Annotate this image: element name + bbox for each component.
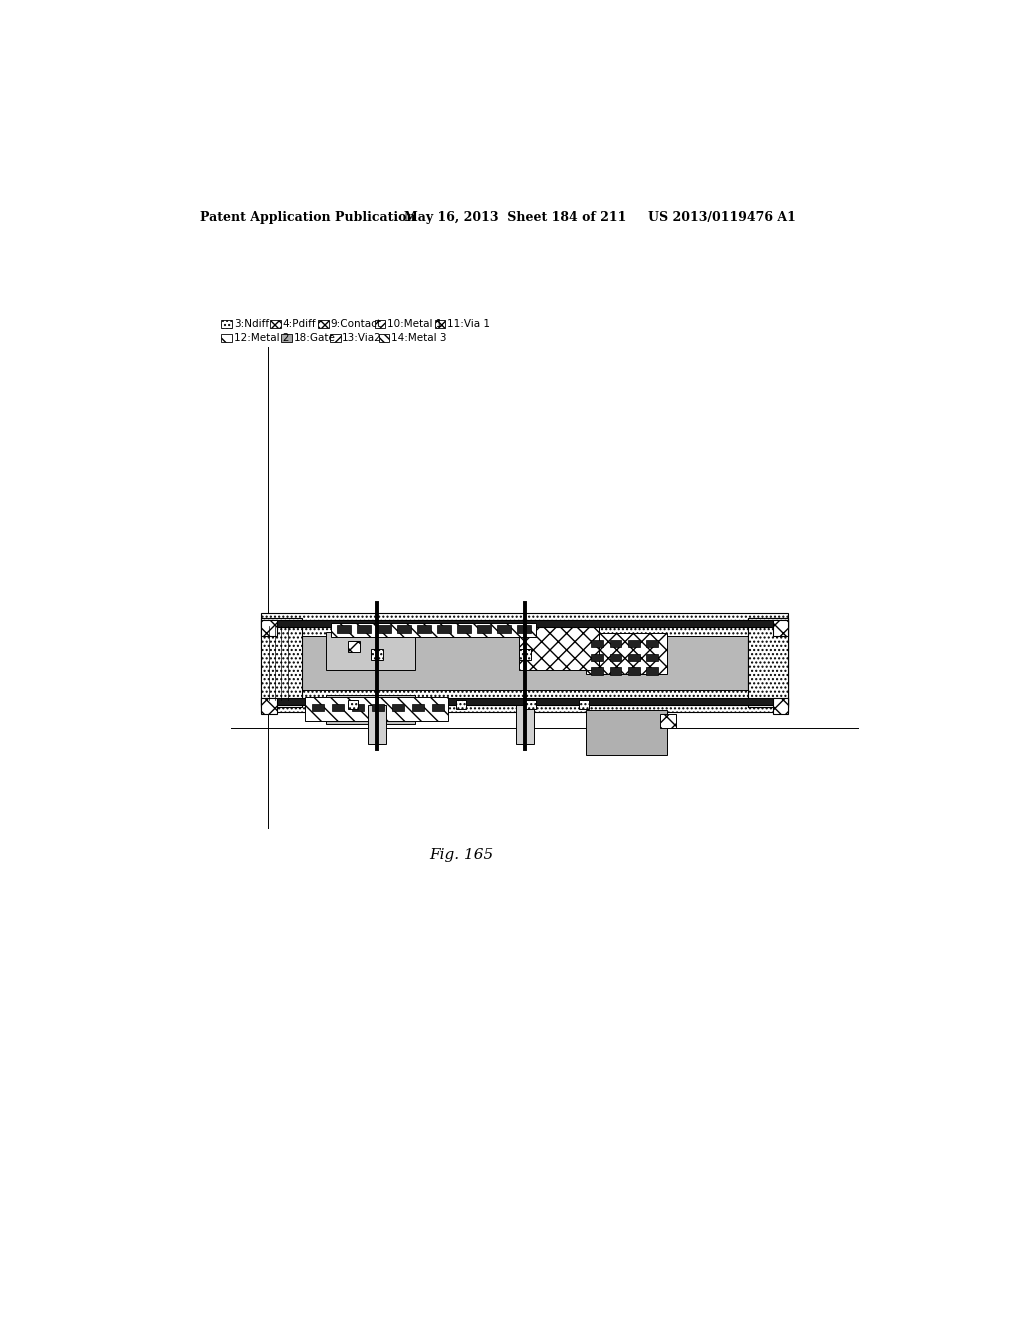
Bar	[357, 626, 371, 632]
Bar	[412, 704, 424, 711]
Bar	[609, 653, 621, 661]
Bar	[517, 626, 531, 632]
Bar	[587, 710, 668, 755]
Bar	[437, 626, 451, 632]
Bar	[351, 704, 364, 711]
Bar	[330, 334, 341, 342]
Bar	[591, 668, 602, 675]
Bar	[628, 653, 640, 661]
Bar	[326, 696, 416, 725]
Bar	[609, 668, 621, 675]
Bar	[270, 321, 281, 327]
Bar	[371, 649, 383, 660]
Bar	[773, 620, 788, 636]
Bar	[587, 634, 668, 673]
Bar	[379, 334, 389, 342]
Text: 13:Via2: 13:Via2	[342, 333, 382, 343]
Bar	[368, 705, 386, 743]
Text: 18:Gate: 18:Gate	[294, 333, 336, 343]
Bar	[497, 626, 511, 632]
Text: Patent Application Publication: Patent Application Publication	[200, 211, 416, 224]
Bar	[457, 626, 471, 632]
Bar	[773, 698, 788, 714]
Bar	[261, 618, 301, 708]
Bar	[432, 704, 444, 711]
Bar	[391, 704, 403, 711]
Bar	[348, 700, 358, 709]
Bar	[261, 620, 788, 627]
Bar	[435, 321, 445, 327]
Text: 14:Metal 3: 14:Metal 3	[391, 333, 446, 343]
Bar	[628, 640, 640, 647]
Text: Fig. 165: Fig. 165	[429, 847, 494, 862]
Bar	[591, 653, 602, 661]
Bar	[518, 624, 599, 671]
Bar	[659, 714, 677, 729]
Bar	[646, 640, 658, 647]
Text: 9:Contact: 9:Contact	[331, 319, 382, 329]
Bar	[326, 632, 416, 671]
Bar	[261, 620, 276, 636]
Bar	[628, 668, 640, 675]
Bar	[221, 334, 232, 342]
Bar	[579, 700, 590, 709]
Bar	[286, 636, 764, 689]
Bar	[305, 697, 447, 721]
Bar	[221, 321, 232, 327]
Bar	[318, 321, 330, 327]
Bar	[261, 698, 276, 714]
Bar	[261, 614, 788, 711]
Bar	[456, 700, 466, 709]
Bar	[332, 704, 344, 711]
Text: 12:Metal 2: 12:Metal 2	[233, 333, 289, 343]
Bar	[311, 704, 324, 711]
Bar	[646, 668, 658, 675]
Bar	[375, 321, 385, 327]
Bar	[749, 618, 788, 708]
Text: 4:Pdiff: 4:Pdiff	[283, 319, 315, 329]
Bar	[348, 642, 360, 652]
Bar	[417, 626, 431, 632]
Bar	[372, 704, 384, 711]
Bar	[377, 626, 391, 632]
Bar	[515, 705, 535, 743]
Text: May 16, 2013  Sheet 184 of 211: May 16, 2013 Sheet 184 of 211	[403, 211, 627, 224]
Bar	[609, 640, 621, 647]
Bar	[518, 649, 531, 660]
Bar	[524, 700, 536, 709]
Bar	[646, 653, 658, 661]
Text: 10:Metal 1: 10:Metal 1	[387, 319, 442, 329]
Bar	[261, 698, 788, 705]
Bar	[397, 626, 411, 632]
Text: US 2013/0119476 A1: US 2013/0119476 A1	[648, 211, 796, 224]
Bar	[591, 640, 602, 647]
Text: 11:Via 1: 11:Via 1	[447, 319, 490, 329]
Bar	[749, 618, 788, 708]
Bar	[337, 626, 351, 632]
Bar	[477, 626, 490, 632]
Text: 3:Ndiff: 3:Ndiff	[233, 319, 269, 329]
Bar	[282, 334, 292, 342]
Bar	[331, 623, 537, 636]
